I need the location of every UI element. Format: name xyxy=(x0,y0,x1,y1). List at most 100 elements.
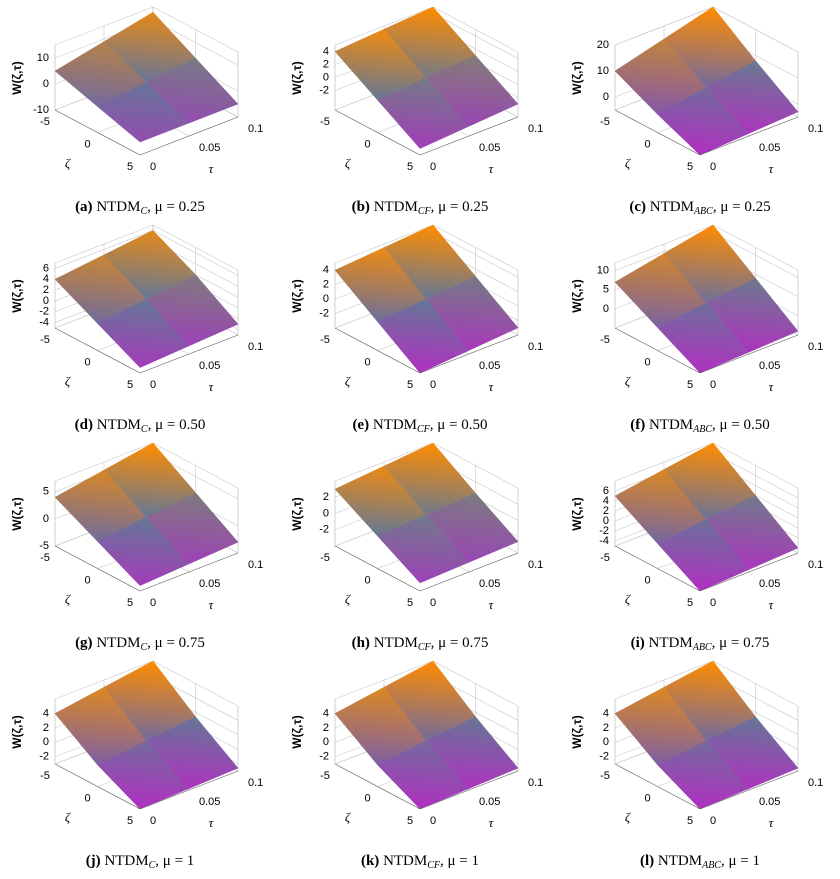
z-tick-label: 6 xyxy=(603,485,609,497)
surface-patch xyxy=(426,55,519,127)
box-edge xyxy=(699,552,799,592)
caption-suffix: , μ = 0.75 xyxy=(431,635,489,651)
y-axis-label: τ xyxy=(489,161,495,176)
y-tick-label: 0.05 xyxy=(759,360,780,372)
caption: (e) NTDMCF, μ = 0.50 xyxy=(352,417,487,435)
z-axis-label: W(ζ,τ) xyxy=(290,497,304,531)
box-edge xyxy=(699,334,799,374)
y-tick-label: 0.1 xyxy=(528,777,543,789)
x-tick-label: 5 xyxy=(687,379,693,391)
caption-suffix: , μ = 0.50 xyxy=(148,417,206,433)
caption-method: NTDM xyxy=(650,199,694,215)
z-tick-label: 0 xyxy=(43,295,49,307)
box-edge xyxy=(139,770,239,810)
caption: (h) NTDMCF, μ = 0.75 xyxy=(352,635,489,653)
caption-subscript: CF xyxy=(418,206,432,217)
caption: (d) NTDMC, μ = 0.50 xyxy=(75,417,206,435)
caption-suffix: , μ = 0.75 xyxy=(147,635,205,651)
caption: (g) NTDMC, μ = 0.75 xyxy=(75,635,205,653)
caption-subscript: ABC xyxy=(692,642,712,653)
x-tick-label: 0 xyxy=(364,574,370,586)
z-tick-label: 2 xyxy=(43,722,49,734)
caption-label: (h) xyxy=(352,635,370,651)
z-axis-label: W(ζ,τ) xyxy=(570,715,584,749)
surface-patch xyxy=(146,716,239,789)
x-tick-label: 0 xyxy=(644,792,650,804)
box-edge xyxy=(139,552,239,592)
surface-patch xyxy=(706,60,799,134)
y-tick-label: 0 xyxy=(150,161,156,173)
x-tick-label: -5 xyxy=(320,334,330,346)
y-tick-label: 0 xyxy=(710,379,716,391)
z-axis-label: W(ζ,τ) xyxy=(10,497,24,531)
x-tick-label: 0 xyxy=(84,574,90,586)
box-edge xyxy=(334,327,421,374)
x-tick-label: 5 xyxy=(127,597,133,609)
x-tick-label: 5 xyxy=(407,815,413,827)
surface-patch xyxy=(426,492,519,563)
z-tick-label: 2 xyxy=(323,279,329,291)
y-tick-label: 0.05 xyxy=(479,796,500,808)
z-tick-label: 4 xyxy=(603,707,609,719)
y-tick-label: 0.05 xyxy=(199,360,220,372)
z-tick-label: 2 xyxy=(323,491,329,503)
surface-patch xyxy=(706,495,799,570)
caption-label: (g) xyxy=(75,635,93,651)
x-tick-label: 0 xyxy=(644,356,650,368)
z-axis-label: W(ζ,τ) xyxy=(290,61,304,95)
y-axis-label: τ xyxy=(489,379,495,394)
y-tick-label: 0.1 xyxy=(528,341,543,353)
y-axis-label: τ xyxy=(209,379,215,394)
z-tick-label: 20 xyxy=(597,39,609,51)
y-axis-label: τ xyxy=(489,815,495,830)
caption-method: NTDM xyxy=(96,199,140,215)
x-axis-label: ζ xyxy=(65,155,71,170)
z-tick-label: -2 xyxy=(319,751,329,763)
z-axis-label: W(ζ,τ) xyxy=(10,715,24,749)
caption-label: (l) xyxy=(640,853,654,869)
x-tick-label: 5 xyxy=(687,161,693,173)
z-tick-label: 4 xyxy=(603,495,609,507)
y-tick-label: 0.1 xyxy=(248,341,263,353)
caption-method: NTDM xyxy=(649,417,693,433)
z-tick-label: 0 xyxy=(323,71,329,83)
caption-subscript: ABC xyxy=(692,424,712,435)
surface-patch xyxy=(146,274,239,347)
y-axis-label: τ xyxy=(209,815,215,830)
z-tick-label: -2 xyxy=(39,751,49,763)
z-tick-label: 0 xyxy=(43,736,49,748)
caption: (a) NTDMC, μ = 0.25 xyxy=(75,199,205,217)
x-tick-label: -5 xyxy=(320,116,330,128)
y-axis-label: τ xyxy=(769,379,775,394)
z-tick-label: 4 xyxy=(323,264,329,276)
x-axis-label: ζ xyxy=(345,373,351,388)
caption-label: (c) xyxy=(629,199,646,215)
x-tick-label: -5 xyxy=(320,770,330,782)
z-tick-label: -2 xyxy=(319,84,329,96)
x-tick-label: -5 xyxy=(600,334,610,346)
y-tick-label: 0.1 xyxy=(248,777,263,789)
x-tick-label: 5 xyxy=(407,597,413,609)
caption-suffix: , μ = 0.50 xyxy=(430,417,488,433)
box-edge xyxy=(139,116,239,156)
caption-method: NTDM xyxy=(658,853,702,869)
z-tick-label: 10 xyxy=(597,65,609,77)
z-tick-label: -2 xyxy=(599,751,609,763)
y-tick-label: 0.1 xyxy=(808,341,823,353)
caption-suffix: , μ = 1 xyxy=(721,853,760,869)
caption-method: NTDM xyxy=(373,417,417,433)
box-edge xyxy=(419,116,519,156)
caption-method: NTDM xyxy=(374,199,418,215)
surface-patch xyxy=(426,716,519,789)
surface-patch xyxy=(706,716,799,789)
caption-subscript: CF xyxy=(418,642,432,653)
z-tick-label: 4 xyxy=(323,45,329,57)
y-tick-label: 0 xyxy=(710,815,716,827)
caption-suffix: , μ = 0.75 xyxy=(712,635,770,651)
caption-subscript: ABC xyxy=(701,860,721,871)
surface-patch xyxy=(706,277,799,353)
x-tick-label: 5 xyxy=(687,597,693,609)
z-tick-label: 0 xyxy=(43,513,49,525)
z-tick-label: 0 xyxy=(603,515,609,527)
caption-suffix: , μ = 0.25 xyxy=(147,199,205,215)
